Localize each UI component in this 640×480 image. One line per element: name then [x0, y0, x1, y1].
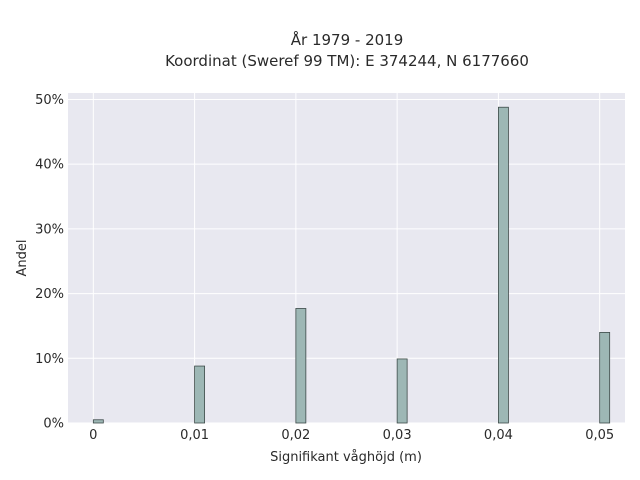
- plot-area: [68, 93, 625, 423]
- y-tick-label: 50%: [35, 93, 64, 108]
- y-tick-label: 0%: [43, 417, 64, 432]
- x-tick-label: 0,02: [281, 428, 310, 443]
- x-axis-ticks: 0 0,01 0,02 0,03 0,04 0,05: [89, 428, 614, 443]
- chart-title: År 1979 - 2019: [291, 30, 404, 49]
- bar: [599, 332, 611, 424]
- x-tick-label: 0,05: [585, 428, 614, 443]
- x-tick-label: 0,04: [484, 428, 513, 443]
- y-axis-ticks: 0% 10% 20% 30% 40% 50%: [35, 93, 64, 432]
- y-tick-label: 10%: [35, 352, 64, 367]
- x-axis-label: Signifikant våghöjd (m): [270, 450, 422, 465]
- x-tick-label: 0: [89, 428, 97, 443]
- x-tick-label: 0,01: [180, 428, 209, 443]
- y-axis-label: Andel: [15, 240, 30, 277]
- bar: [295, 308, 307, 424]
- bar: [194, 365, 205, 424]
- y-tick-label: 30%: [35, 222, 64, 237]
- bar: [498, 106, 509, 424]
- y-tick-label: 20%: [35, 287, 64, 302]
- bar: [396, 358, 408, 424]
- x-tick-label: 0,03: [383, 428, 412, 443]
- chart-subtitle: Koordinat (Sweref 99 TM): E 374244, N 61…: [165, 52, 529, 70]
- y-tick-label: 40%: [35, 158, 64, 173]
- bars: [92, 106, 611, 424]
- bar: [92, 419, 104, 424]
